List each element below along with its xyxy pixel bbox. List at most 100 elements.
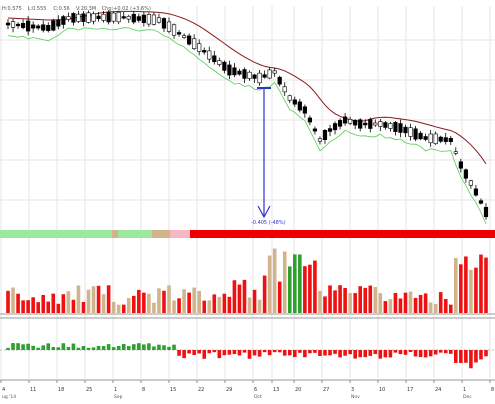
volume-bar-54: [277, 281, 282, 313]
candle-body-6: [36, 25, 41, 29]
x-tick-label-4: 1: [114, 387, 117, 393]
candle-51: [262, 70, 267, 79]
volume-bar-10: [56, 303, 61, 313]
candle-body-69: [353, 119, 358, 126]
osc-bar-89: [454, 350, 458, 363]
osc-bar-19: [101, 346, 106, 350]
candle-body-7: [41, 24, 46, 31]
volume-bar-66: [338, 285, 342, 313]
volume-bar-56: [287, 266, 292, 313]
volume-bar-83: [423, 293, 428, 313]
osc-bar-61: [313, 350, 317, 353]
osc-bar-55: [282, 350, 287, 356]
osc-bar-24: [126, 346, 131, 350]
osc-bar-69: [353, 350, 357, 359]
candle-61: [312, 126, 318, 135]
candle-84: [428, 130, 433, 147]
candle-83: [423, 133, 428, 142]
volume-bar-68: [348, 293, 352, 313]
osc-bar-33: [172, 344, 176, 350]
osc-bar-18: [96, 345, 101, 350]
candle-body-61: [312, 128, 318, 132]
candle-body-36: [187, 35, 192, 45]
osc-bar-74: [378, 350, 383, 359]
candle-body-23: [121, 16, 126, 19]
candle-72: [368, 117, 373, 133]
osc-bar-10: [56, 347, 61, 350]
volume-bar-95: [484, 257, 488, 313]
volume-bar-45: [232, 280, 237, 313]
volume-bar-75: [383, 301, 388, 313]
osc-bar-34: [177, 350, 181, 356]
candle-26: [136, 13, 141, 23]
osc-bar-17: [91, 347, 96, 350]
volume-bar-37: [192, 287, 196, 313]
candle-body-39: [202, 50, 207, 53]
volume-bar-35: [182, 289, 186, 313]
candle-body-12: [66, 16, 71, 20]
volume-bar-94: [479, 254, 483, 313]
osc-bar-86: [438, 350, 443, 353]
candle-70: [358, 118, 363, 132]
moving-average: [7, 10, 487, 165]
x-tick-label-18: 8: [491, 387, 494, 393]
osc-bar-13: [71, 343, 76, 350]
volume-bar-11: [61, 294, 66, 313]
candle-body-32: [166, 21, 172, 32]
osc-bar-65: [333, 350, 337, 354]
candle-65: [332, 121, 338, 135]
sentiment-segment-2: [118, 230, 152, 238]
candle-body-78: [398, 123, 403, 133]
volume-bar-87: [443, 299, 448, 313]
oscillator-panel: [6, 343, 488, 369]
volume-bar-38: [197, 290, 201, 313]
osc-bar-5: [31, 345, 35, 350]
candle-31: [161, 17, 167, 33]
volume-bar-70: [358, 286, 363, 313]
candle-8: [46, 22, 51, 33]
candle-36: [187, 33, 192, 46]
volume-bar-53: [272, 248, 277, 313]
header-item-0: H:0.575: [2, 6, 22, 12]
volume-bar-73: [373, 287, 378, 313]
candle-17: [91, 11, 96, 25]
candle-73: [373, 119, 378, 127]
osc-bar-50: [257, 350, 262, 357]
volume-bar-18: [96, 285, 101, 313]
candle-87: [443, 132, 448, 145]
candle-64: [327, 124, 333, 137]
osc-bar-93: [474, 350, 478, 363]
candle-13: [71, 12, 76, 26]
candle-86: [438, 135, 443, 144]
candle-body-8: [46, 25, 51, 31]
osc-bar-94: [479, 350, 483, 360]
x-tick-label-14: 10: [379, 387, 385, 393]
volume-bar-48: [247, 297, 252, 313]
x-tick-sub-0: ug '14: [2, 394, 16, 400]
candle-66: [337, 118, 343, 130]
candle-50: [257, 69, 262, 86]
osc-bar-58: [298, 350, 302, 353]
candle-body-81: [413, 128, 418, 140]
candle-body-18: [96, 15, 101, 20]
volume-bar-41: [212, 294, 217, 313]
candle-body-54: [277, 76, 282, 85]
volume-bar-39: [202, 300, 207, 313]
osc-bar-36: [187, 350, 191, 354]
candle-78: [398, 119, 403, 138]
osc-bar-39: [202, 350, 207, 359]
osc-bar-46: [237, 350, 242, 356]
volume-bar-12: [66, 291, 71, 313]
volume-bar-29: [152, 302, 156, 313]
candle-body-86: [438, 136, 443, 142]
osc-bar-20: [106, 344, 111, 350]
osc-bar-53: [272, 350, 277, 353]
x-tick-label-11: 20: [295, 387, 301, 393]
candle-body-35: [182, 35, 187, 38]
candle-41: [212, 50, 217, 65]
candle-20: [106, 10, 111, 25]
candle-76: [388, 122, 393, 132]
candle-body-13: [71, 13, 76, 23]
osc-bar-23: [121, 344, 126, 350]
